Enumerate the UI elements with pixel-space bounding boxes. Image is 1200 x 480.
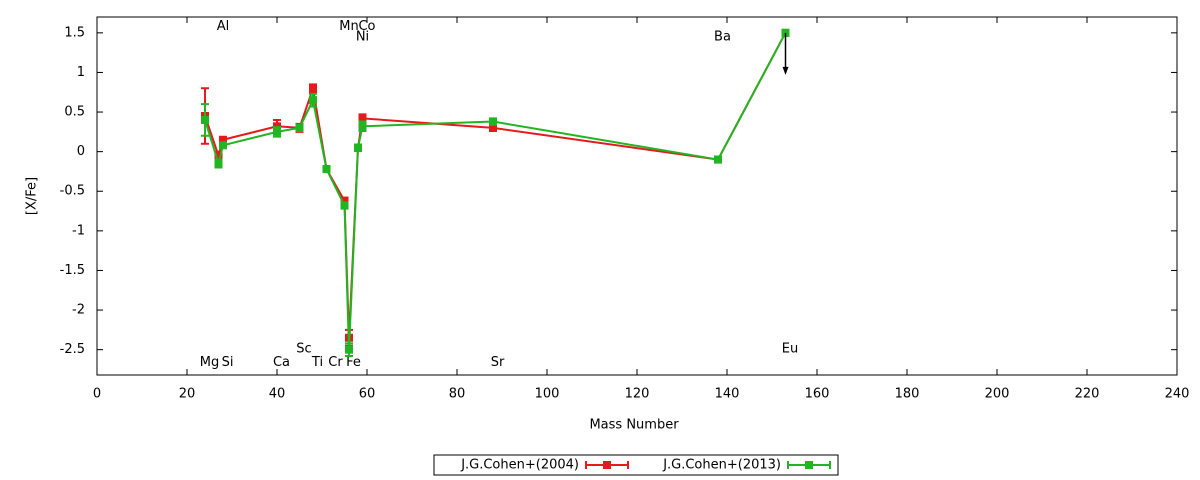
x-tick-label: 240 — [1165, 387, 1190, 402]
y-tick-label: -1 — [72, 223, 85, 238]
element-label: Fe — [346, 355, 361, 370]
upper-limit-arrowhead — [782, 66, 789, 75]
marker-box — [489, 117, 497, 126]
x-tick-label: 120 — [625, 387, 650, 402]
marker-box — [358, 122, 367, 131]
marker-box — [201, 115, 209, 124]
plot-frame — [96, 16, 1178, 376]
x-axis-label: Mass Number — [589, 418, 679, 433]
marker-box — [273, 127, 281, 136]
legend-marker — [805, 461, 813, 469]
marker-box — [489, 123, 497, 132]
element-label: Mg — [200, 355, 219, 370]
marker-box — [781, 28, 790, 37]
y-tick-label: -0.5 — [60, 184, 85, 199]
data-point — [345, 345, 353, 354]
x-tick-label: 180 — [895, 387, 920, 402]
data-point — [340, 196, 349, 205]
marker-box — [322, 165, 331, 174]
x-tick-label: 40 — [269, 387, 286, 402]
element-label: Eu — [782, 341, 798, 356]
data-point — [295, 123, 304, 132]
element-label: Co — [358, 19, 375, 34]
y-tick-label: -2.5 — [60, 342, 85, 357]
marker-box — [219, 141, 227, 150]
data-point — [322, 165, 331, 174]
legend-box — [433, 454, 839, 476]
marker-box — [340, 196, 349, 205]
x-tick-label: 0 — [93, 387, 101, 402]
element-label: Cr — [328, 355, 343, 370]
marker-box — [345, 345, 353, 354]
marker-box — [354, 143, 362, 152]
element-label: Si — [222, 355, 234, 370]
x-tick-label: 100 — [535, 387, 560, 402]
element-label: Ca — [273, 355, 290, 370]
element-label: Sr — [491, 355, 505, 370]
data-point — [714, 155, 722, 164]
data-point — [340, 201, 349, 210]
series-line — [204, 32, 787, 350]
marker-box — [309, 96, 317, 105]
data-point — [201, 115, 209, 124]
marker-box — [340, 201, 349, 210]
data-point — [214, 151, 223, 160]
data-point — [219, 135, 227, 144]
marker-box — [214, 159, 223, 168]
x-tick-label: 140 — [715, 387, 740, 402]
y-tick-label: -2 — [72, 303, 85, 318]
data-point — [214, 159, 223, 168]
data-point — [489, 123, 497, 132]
element-label: Ti — [311, 355, 323, 370]
y-tick-label: 1.5 — [64, 25, 85, 40]
y-tick-label: 1 — [77, 65, 85, 80]
x-tick-label: 60 — [359, 387, 376, 402]
data-point — [489, 117, 497, 126]
series-line — [204, 32, 787, 338]
marker-box — [358, 114, 367, 123]
y-tick-label: 0.5 — [64, 105, 85, 120]
data-point — [781, 28, 790, 37]
marker-box — [295, 123, 304, 132]
marker-box — [219, 135, 227, 144]
legend-marker — [603, 461, 611, 469]
x-tick-label: 220 — [1075, 387, 1100, 402]
element-label: Ni — [356, 29, 369, 44]
y-tick-label: -1.5 — [60, 263, 85, 278]
x-tick-label: 80 — [449, 387, 466, 402]
element-label: Sc — [296, 341, 311, 356]
marker-box — [309, 84, 317, 93]
element-label: Mn — [339, 19, 358, 34]
data-point — [273, 127, 281, 136]
data-point — [354, 143, 362, 152]
data-point — [309, 84, 317, 93]
element-label: Ba — [714, 29, 731, 44]
data-point — [358, 114, 367, 123]
data-point — [219, 141, 227, 150]
element-label: Al — [217, 19, 230, 34]
marker-box — [714, 155, 722, 164]
legend-label: J.G.Cohen+(2013) — [662, 458, 781, 473]
legend-label: J.G.Cohen+(2004) — [460, 458, 579, 473]
marker-box — [214, 151, 223, 160]
data-point — [358, 122, 367, 131]
x-tick-label: 200 — [985, 387, 1010, 402]
x-tick-label: 20 — [179, 387, 196, 402]
data-point — [309, 96, 317, 105]
y-axis-label: [X/Fe] — [25, 177, 40, 215]
y-tick-label: 0 — [77, 144, 85, 159]
x-tick-label: 160 — [805, 387, 830, 402]
